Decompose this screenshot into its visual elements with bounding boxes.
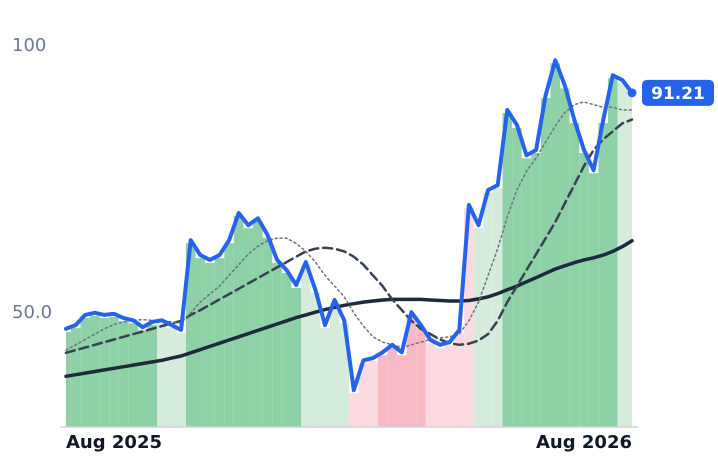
last-point (627, 88, 637, 98)
zone-bar (579, 152, 589, 427)
price-line (64, 58, 634, 393)
zone-bar (301, 265, 311, 427)
zone-bar (128, 323, 138, 427)
zone-bar (444, 345, 455, 427)
zone-bar (396, 355, 407, 427)
zone-bar (349, 393, 359, 427)
zone-bar (550, 63, 561, 427)
zone-bar (416, 328, 426, 427)
zone-bar (176, 332, 186, 427)
zone-bar (617, 83, 628, 427)
zone-bar (195, 258, 206, 427)
zone-bar (512, 127, 522, 428)
zone-bar (569, 123, 580, 427)
zone-bar (291, 288, 302, 427)
zone-bar (531, 152, 541, 427)
zone-bar (627, 95, 632, 427)
zone-bar (473, 228, 484, 427)
zone-bar (70, 328, 81, 427)
zone-bar (310, 292, 321, 427)
zone-bar (454, 332, 465, 427)
y-tick-label: 50.0 (12, 302, 52, 323)
zone-bar (185, 243, 196, 427)
zone-bar (368, 361, 378, 427)
zone-bar (435, 347, 445, 427)
zone-bar (406, 315, 417, 427)
last-value-badge (642, 79, 714, 106)
zone-bar (166, 328, 177, 427)
zone-bar (157, 323, 167, 427)
last-value-label: 91.21 (651, 84, 705, 104)
zone-bar (425, 342, 436, 427)
moving-average-line (64, 118, 634, 355)
zone-bar (502, 112, 513, 427)
y-tick-label: 100 (12, 35, 46, 56)
zone-bar (377, 355, 388, 427)
zone-bar (243, 228, 254, 427)
zone-bar (224, 243, 234, 427)
zone-bar (66, 331, 71, 427)
moving-average-line (64, 238, 634, 379)
zone-bar (521, 158, 532, 428)
x-tick-label: Aug 2025 (66, 432, 162, 453)
zone-bar (588, 173, 599, 427)
zone-bar (262, 237, 273, 427)
zone-bar (492, 188, 503, 427)
zone-bar (137, 330, 148, 427)
zone-bar (109, 316, 119, 427)
zone-bar (329, 302, 340, 427)
zone-bar (118, 321, 129, 427)
zone-bar (233, 215, 244, 427)
zone-bar (272, 262, 282, 427)
zone-bar (464, 207, 474, 427)
zone-bar (358, 363, 369, 427)
zone-bar (483, 193, 493, 427)
zone-bar (320, 328, 330, 427)
x-tick-label: Aug 2026 (536, 432, 632, 453)
zone-bar (540, 98, 551, 427)
zone-bar (99, 317, 110, 427)
zone-bar (560, 88, 570, 428)
zone-bar (281, 273, 292, 427)
zone-bar (253, 221, 263, 427)
zone-bar (598, 123, 609, 427)
zone-bar (147, 324, 158, 427)
zone-bar (339, 323, 349, 427)
zone-bar (387, 347, 397, 427)
